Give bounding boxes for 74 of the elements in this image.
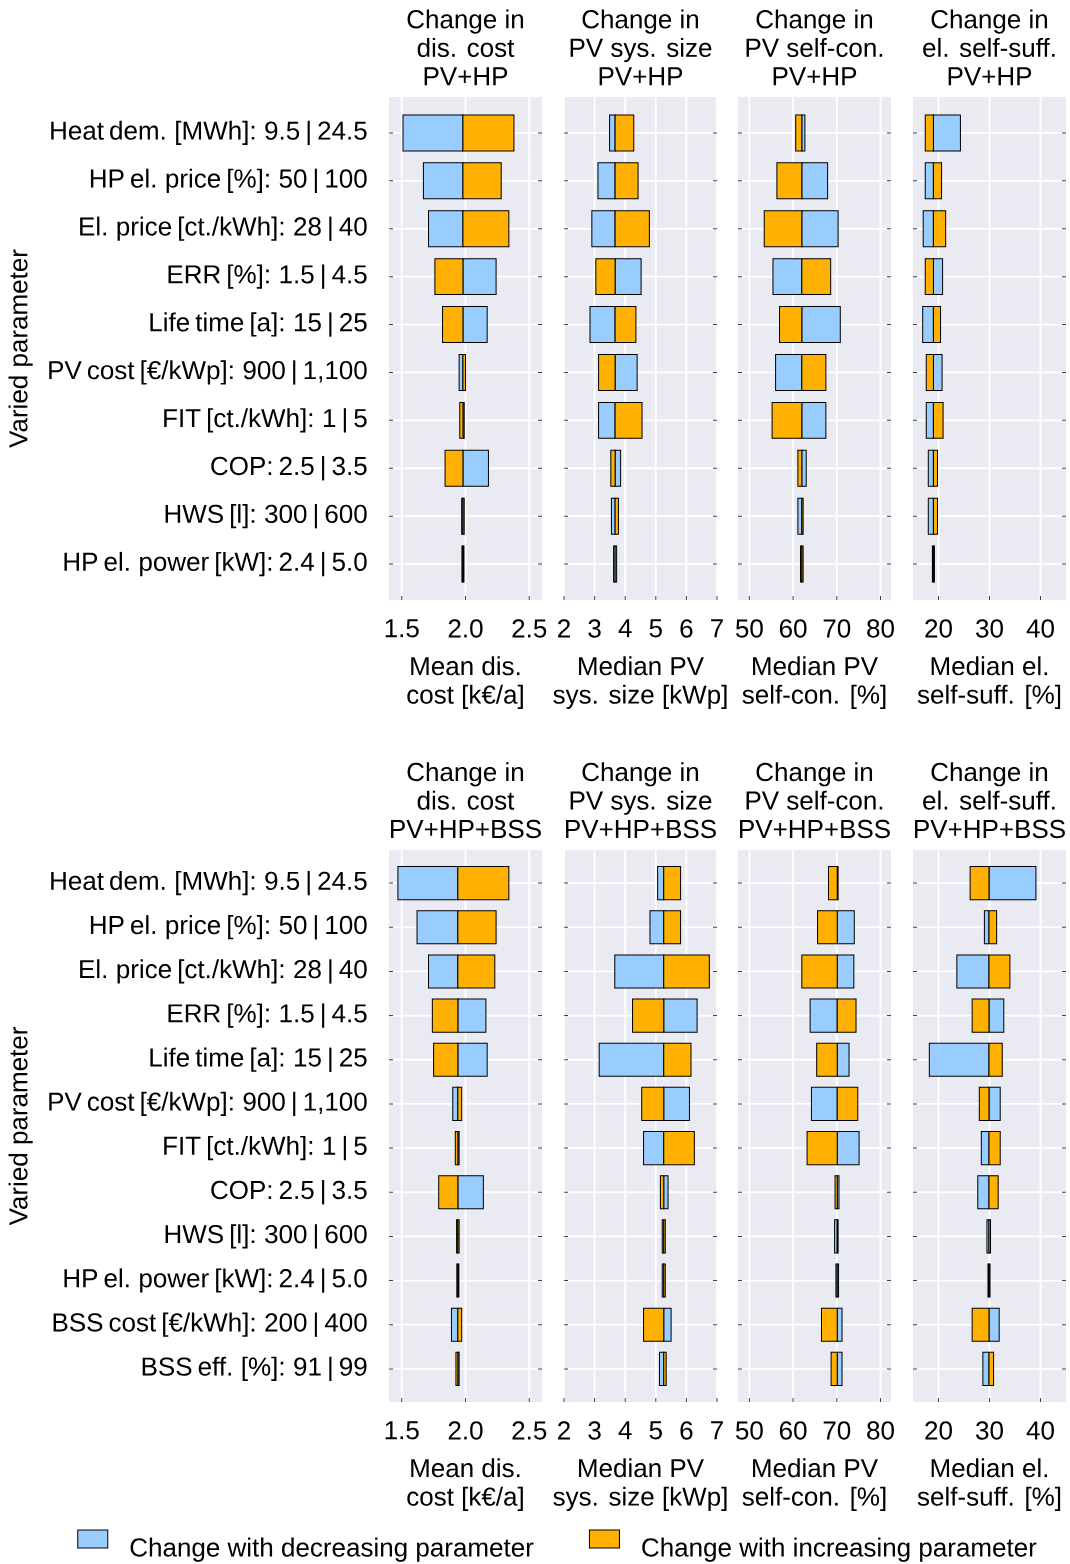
y-tick-label: El. price [ct./kWh]: 28 | 40 bbox=[80, 959, 367, 984]
x-tick-label: 60 bbox=[779, 1421, 807, 1440]
x-tick-label: 70 bbox=[823, 619, 851, 638]
y-tick-label: Life time [a]: 15 | 25 bbox=[150, 1047, 367, 1072]
legend-label: Change with decreasing parameter bbox=[130, 1537, 534, 1562]
x-tick-label: 7 bbox=[711, 1421, 723, 1440]
chart-title: Change in dis. cost PV+HP bbox=[407, 9, 524, 86]
chart-title: Change in PV self-con. PV+HP+BSS bbox=[740, 762, 890, 839]
y-tick-label: BSS eff. [%]: 91 | 99 bbox=[142, 1356, 367, 1382]
x-axis-title: Median PV self-con. [%] bbox=[742, 656, 886, 709]
y-tick-label: FIT [ct./kWh]: 1 | 5 bbox=[164, 1135, 367, 1161]
x-tick-label: 5 bbox=[649, 619, 662, 638]
x-axis-title: Mean dis. cost [k€/a] bbox=[407, 656, 523, 709]
y-tick-label: COP: 2.5 | 3.5 bbox=[211, 1180, 367, 1205]
y-tick-label: Heat dem. [MWh]: 9.5 | 24.5 bbox=[51, 870, 367, 896]
x-tick-label: 2.5 bbox=[512, 1421, 547, 1440]
y-axis-title: Varied parameter bbox=[8, 249, 33, 448]
y-tick-label: HWS [l]: 300 | 600 bbox=[165, 503, 367, 529]
chart-title: Change in PV sys. size PV+HP+BSS bbox=[566, 762, 716, 839]
y-tick-label: HP el. power [kW]: 2.4 | 5.0 bbox=[64, 1268, 367, 1293]
chart-title: Change in dis. cost PV+HP+BSS bbox=[391, 762, 541, 839]
x-tick-label: 3 bbox=[588, 1421, 601, 1440]
x-tick-label: 20 bbox=[925, 619, 952, 638]
chart-title: Change in el. self-suff. PV+HP bbox=[923, 9, 1055, 86]
y-tick-label: El. price [ct./kWh]: 28 | 40 bbox=[80, 216, 367, 241]
legend-label: Change with increasing parameter bbox=[642, 1537, 1037, 1562]
x-tick-label: 50 bbox=[735, 1421, 763, 1440]
x-axis-title: Median el. self-suff. [%] bbox=[917, 656, 1061, 709]
x-tick-label: 7 bbox=[711, 619, 723, 638]
x-axis-title: Median PV self-con. [%] bbox=[742, 1458, 886, 1511]
y-tick-label: PV cost [€/kWp]: 900 | 1,100 bbox=[49, 1091, 367, 1117]
x-tick-label: 2.5 bbox=[512, 619, 547, 638]
x-tick-label: 4 bbox=[618, 619, 632, 638]
y-tick-label: ERR [%]: 1.5 | 4.5 bbox=[168, 1003, 367, 1028]
x-tick-label: 6 bbox=[680, 619, 693, 638]
chart-title: Change in el. self-suff. PV+HP+BSS bbox=[915, 762, 1065, 839]
y-tick-label: FIT [ct./kWh]: 1 | 5 bbox=[164, 408, 367, 433]
x-axis-title: Mean dis. cost [k€/a] bbox=[407, 1458, 523, 1511]
x-axis-title: Median el. self-suff. [%] bbox=[917, 1458, 1061, 1511]
x-tick-label: 1.5 bbox=[385, 619, 419, 638]
x-tick-label: 4 bbox=[618, 1421, 632, 1440]
y-tick-label: BSS cost [€/kWh]: 200 | 400 bbox=[53, 1312, 367, 1337]
x-axis-title: Median PV sys. size [kWp] bbox=[553, 656, 727, 709]
x-tick-label: 5 bbox=[649, 1421, 662, 1440]
x-tick-label: 3 bbox=[588, 619, 601, 638]
x-tick-label: 1.5 bbox=[385, 1421, 419, 1440]
x-tick-label: 40 bbox=[1026, 1421, 1054, 1440]
y-tick-label: ERR [%]: 1.5 | 4.5 bbox=[168, 264, 367, 289]
x-tick-label: 70 bbox=[823, 1421, 851, 1440]
x-tick-label: 40 bbox=[1026, 619, 1054, 638]
x-tick-label: 50 bbox=[735, 619, 763, 638]
y-tick-label: HWS [l]: 300 | 600 bbox=[165, 1224, 367, 1249]
x-axis-title: Median PV sys. size [kWp] bbox=[553, 1458, 727, 1511]
y-tick-label: COP: 2.5 | 3.5 bbox=[211, 456, 367, 481]
x-tick-label: 2.0 bbox=[448, 1421, 483, 1440]
x-tick-label: 80 bbox=[867, 1421, 894, 1440]
x-tick-label: 80 bbox=[867, 619, 894, 638]
chart-title: Change in PV self-con. PV+HP bbox=[746, 9, 883, 86]
y-tick-label: PV cost [€/kWp]: 900 | 1,100 bbox=[49, 360, 367, 385]
y-tick-label: HP el. price [%]: 50 | 100 bbox=[90, 915, 367, 940]
x-tick-label: 2.0 bbox=[448, 619, 483, 638]
y-axis-title: Varied parameter bbox=[8, 1027, 33, 1226]
x-tick-label: 2 bbox=[558, 619, 570, 638]
y-tick-label: HP el. price [%]: 50 | 100 bbox=[90, 168, 367, 193]
x-tick-label: 30 bbox=[976, 619, 1003, 638]
y-tick-label: Heat dem. [MWh]: 9.5 | 24.5 bbox=[51, 120, 367, 146]
x-tick-label: 30 bbox=[976, 1421, 1003, 1440]
x-tick-label: 60 bbox=[779, 619, 807, 638]
y-tick-label: HP el. power [kW]: 2.4 | 5.0 bbox=[64, 551, 367, 577]
x-tick-label: 2 bbox=[558, 1421, 570, 1440]
x-tick-label: 6 bbox=[680, 1421, 693, 1440]
chart-title: Change in PV sys. size PV+HP bbox=[570, 9, 712, 86]
y-tick-label: Life time [a]: 15 | 25 bbox=[150, 312, 367, 337]
x-tick-label: 20 bbox=[925, 1421, 952, 1440]
